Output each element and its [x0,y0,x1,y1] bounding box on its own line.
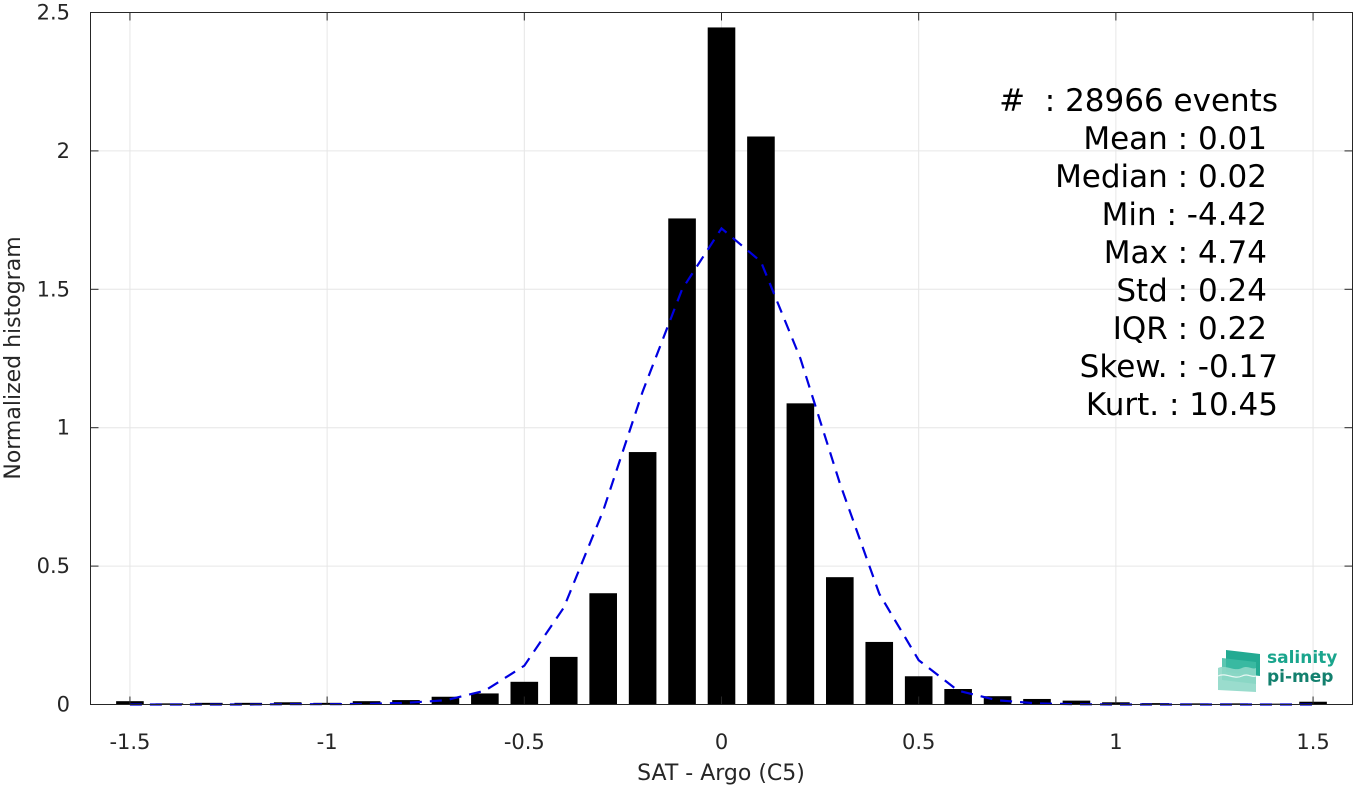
logo-line-1: salinity [1267,648,1338,668]
x-tick-label: 1 [1109,730,1122,754]
histogram-bar [234,702,263,705]
axis-ticks [90,12,1353,705]
x-tick-label: -0.5 [504,730,545,754]
salinity-pi-mep-logo: salinity pi-mep [1216,646,1346,696]
stat-skew: Skew. : -0.17 [1079,349,1278,385]
histogram-bar [195,702,223,705]
stat-min: Min : -4.42 [1101,197,1267,233]
histogram-bar [983,696,1012,705]
histogram-bar [865,641,894,705]
x-tick-label: 1.5 [1296,730,1329,754]
histogram-bar [747,136,775,705]
histogram-bar [392,700,420,705]
histogram-bar [1062,700,1091,705]
x-tick-label: -1 [317,730,338,754]
histogram-bar [589,593,617,705]
stat-mean: Mean : 0.01 [1083,121,1267,157]
histogram-bar [1141,703,1170,705]
stat-std: Std : 0.24 [1116,273,1267,309]
y-tick-label: 2.5 [37,1,70,25]
histogram-bar [826,577,854,705]
histogram-bar [273,702,302,705]
histogram-bar [1180,703,1209,705]
logo-text: salinity pi-mep [1267,649,1337,687]
histogram-bar [1023,698,1051,705]
histogram-bars [116,27,1327,705]
histogram-bar [944,688,972,705]
histogram-bar [352,701,381,705]
stat-median: Median : 0.02 [1055,159,1267,195]
x-tick-labels: -1.5 -1 -0.5 0 0.5 1 1.5 [109,730,1329,754]
histogram-bar [668,218,696,705]
x-tick-label: 0.5 [902,730,935,754]
stat-max: Max : 4.74 [1103,235,1267,271]
y-tick-label: 1.5 [37,277,70,301]
stat-count: # : 28966 events [999,83,1278,119]
histogram-bar [628,452,657,705]
histogram-bar [471,693,499,705]
fit-curve [129,226,1314,706]
y-tick-label: 0.5 [37,554,70,578]
stat-iqr: IQR : 0.22 [1112,311,1267,347]
histogram-bar [707,27,736,705]
x-tick-label: 0 [715,730,728,754]
histogram-bar [786,403,815,705]
x-axis-label: SAT - Argo (C5) [637,761,805,786]
logo-waves-icon [1217,650,1260,692]
histogram-bar [510,681,539,705]
histogram-bar [549,656,578,705]
x-tick-label: -1.5 [109,730,150,754]
y-tick-labels: 0 0.5 1 1.5 2 2.5 [37,1,70,717]
y-tick-label: 2 [57,139,70,163]
statistics-panel: # : 28966 events Mean : 0.01 Median : 0.… [960,82,1278,424]
histogram-bar [1220,703,1248,705]
stat-kurt: Kurt. : 10.45 [1085,387,1278,423]
logo-line-2: pi-mep [1267,667,1334,687]
y-tick-label: 0 [57,693,70,717]
y-axis-label: Normalized histogram [1,236,26,479]
y-tick-label: 1 [57,416,70,440]
histogram-bar [155,703,184,705]
histogram-bar [431,696,460,705]
